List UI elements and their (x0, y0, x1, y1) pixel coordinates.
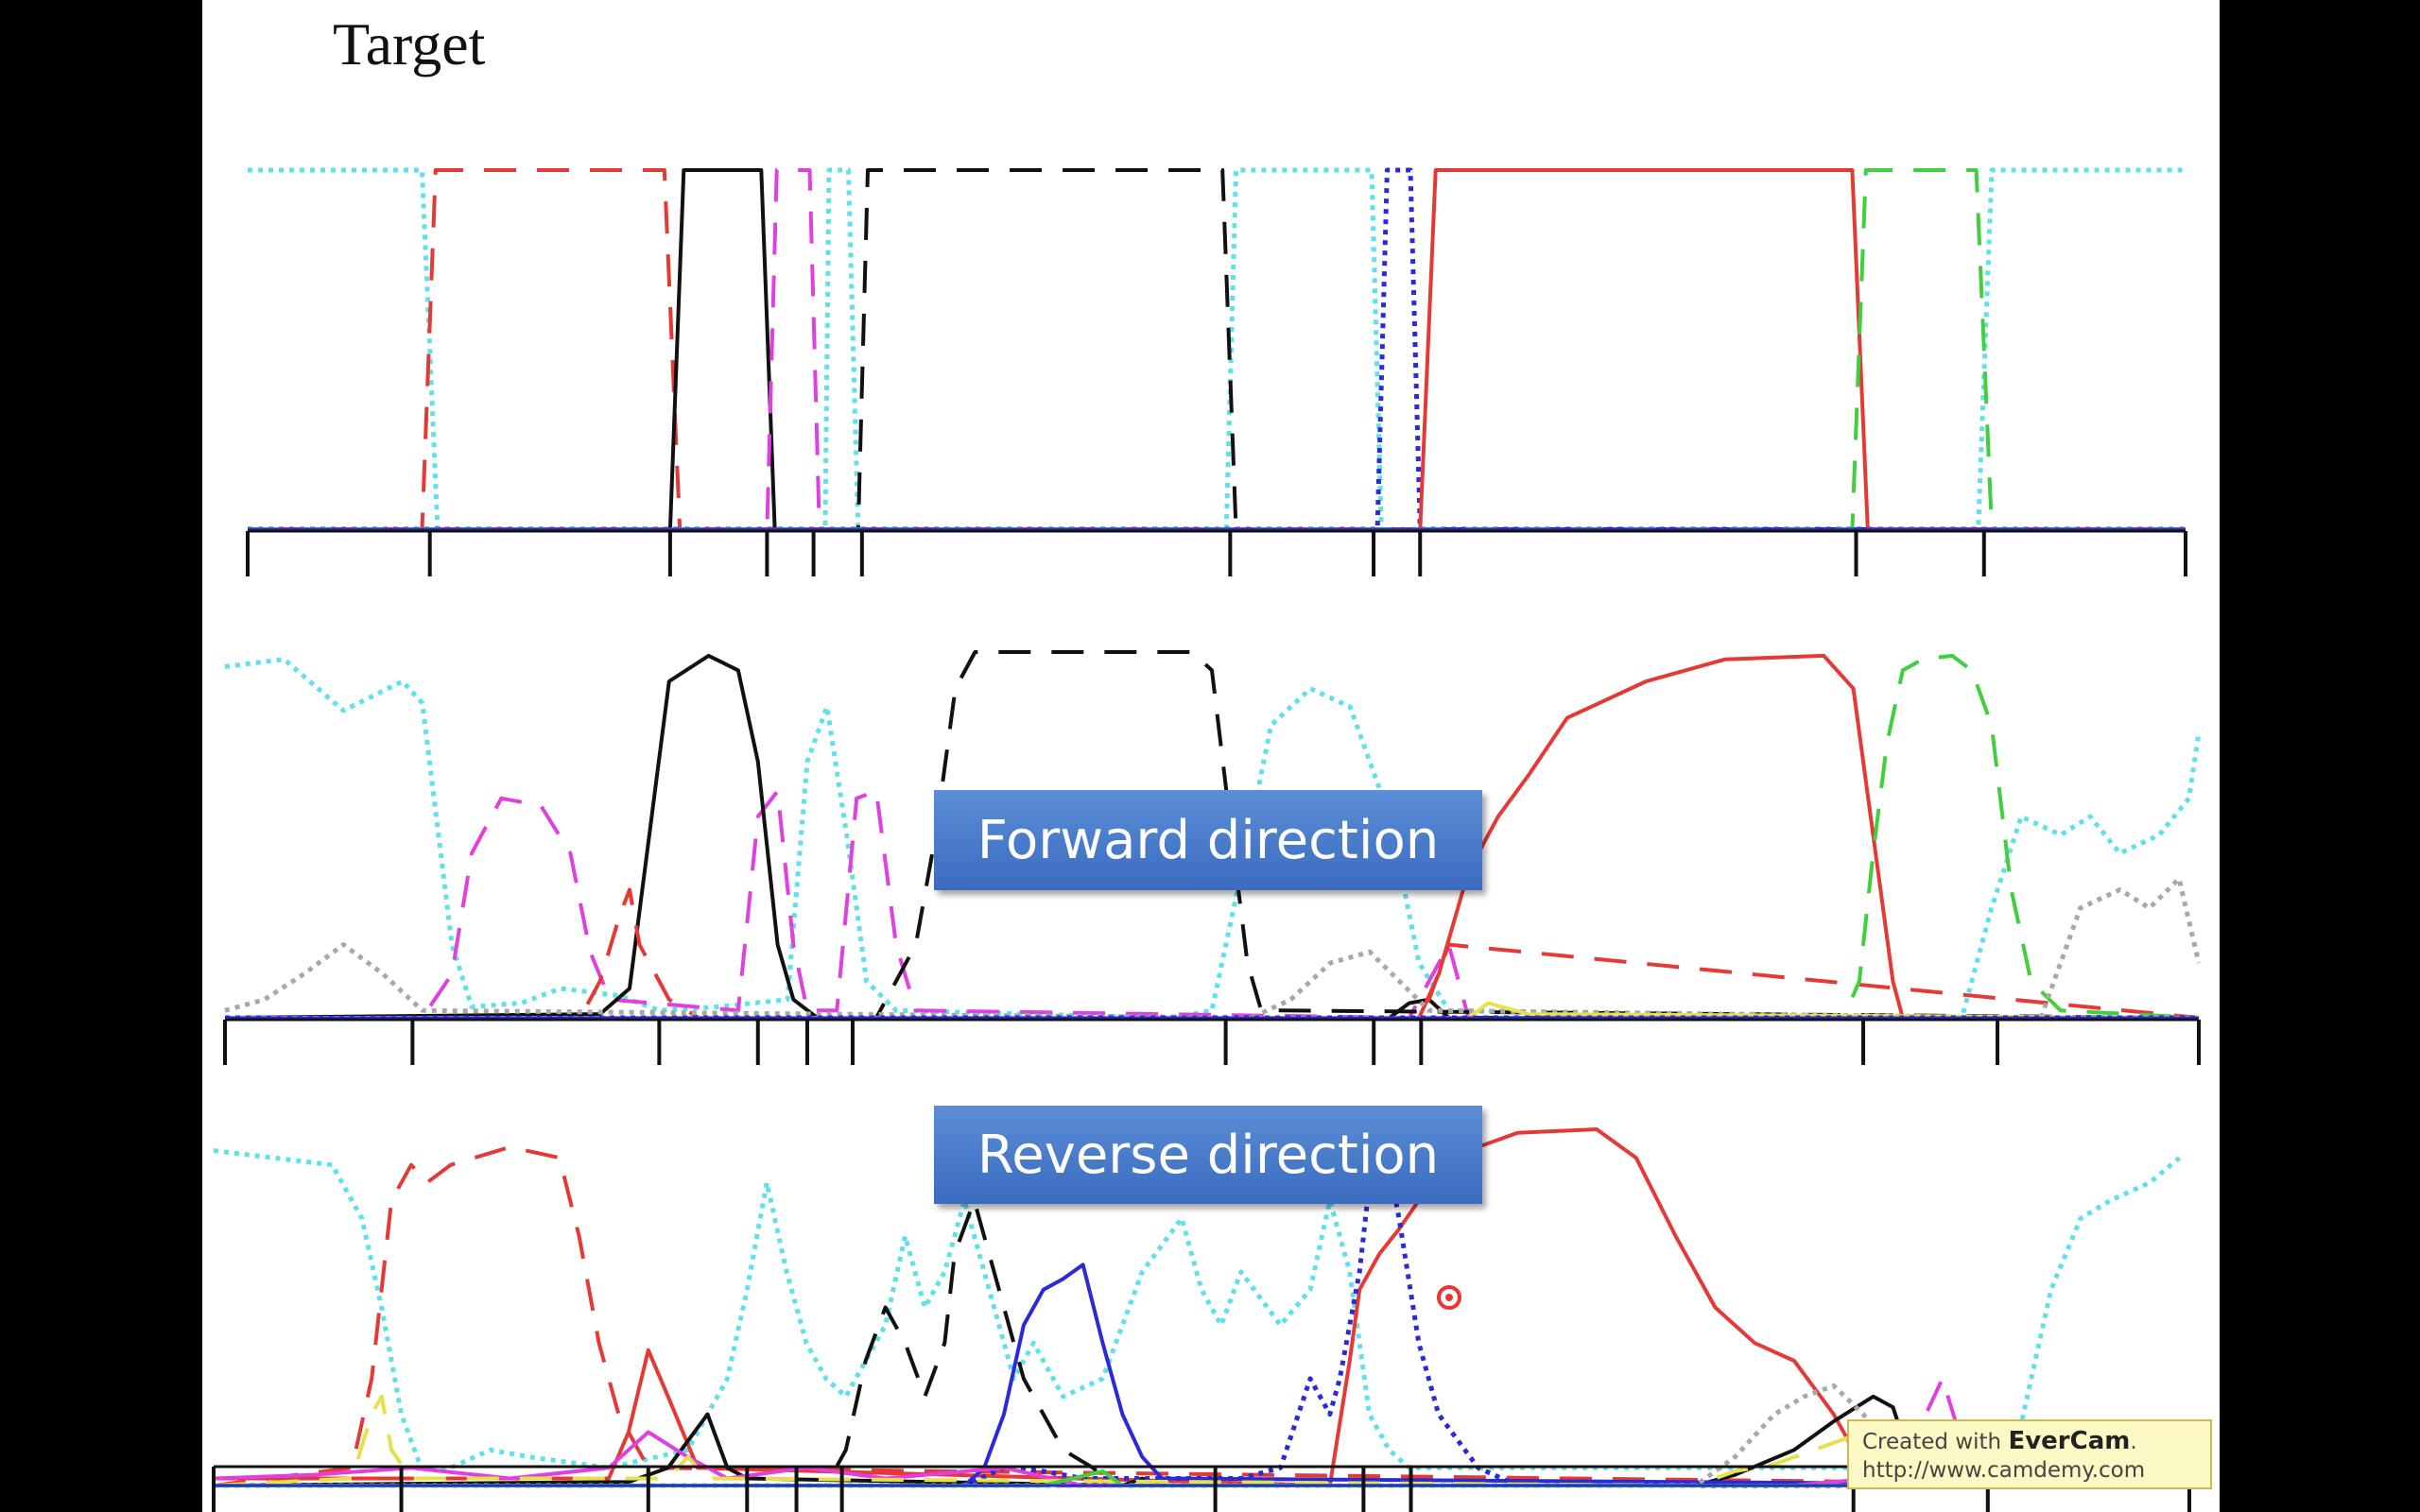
target-series-red-solid-6 (248, 168, 2186, 531)
forward-series-red-solid-5 (225, 653, 2199, 1020)
forward-series-green-dash-6 (225, 653, 2200, 1020)
watermark-created: Created with (1862, 1430, 2002, 1454)
reverse-series-black-dash-4 (214, 1198, 2189, 1487)
plots-svg (212, 167, 2202, 1512)
forward-panel (223, 650, 2202, 1065)
target-series-black-solid-2 (248, 168, 2186, 531)
forward-direction-callout: Forward direction (934, 790, 1482, 890)
watermark-brand: EverCam (2008, 1427, 2131, 1455)
watermark-url: http://www.camdemy.com (1862, 1458, 2146, 1483)
reverse-series-cyan-dot-0 (213, 1148, 2182, 1470)
forward-series-black-dash-3 (225, 650, 2200, 1020)
target-panel (246, 167, 2187, 576)
target-series-magenta-dash-3 (248, 168, 2186, 531)
forward-series-gray-dot-7 (224, 876, 2202, 1021)
reverse-series-red-dash-1 (213, 1144, 2190, 1487)
evercam-watermark: Created with EverCam. http://www.camdemy… (1847, 1419, 2212, 1489)
forward-series-magenta-dash-1 (225, 789, 2199, 1020)
reverse-series-blue-dot-6 (214, 1162, 2189, 1488)
forward-series-red-dash-4 (225, 887, 2200, 1020)
reverse-direction-callout: Reverse direction (934, 1106, 1482, 1204)
slide: Target Forward direction Reverse directi… (202, 0, 2220, 1512)
target-series-cyan-dot-0 (248, 167, 2186, 532)
cursor-marker-icon (1437, 1285, 1461, 1310)
reverse-series-yellow-dash-10 (213, 1394, 2190, 1487)
forward-series-cyan-dot-0 (224, 657, 2202, 1021)
forward-series-black-solid-2 (224, 653, 2199, 1020)
target-series-green-dash-7 (248, 168, 2186, 531)
page-title: Target (333, 10, 486, 77)
target-series-black-dash-4 (248, 168, 2186, 531)
target-series-blue-dot-5 (248, 167, 2186, 532)
target-series-red-dash-1 (248, 168, 2186, 531)
